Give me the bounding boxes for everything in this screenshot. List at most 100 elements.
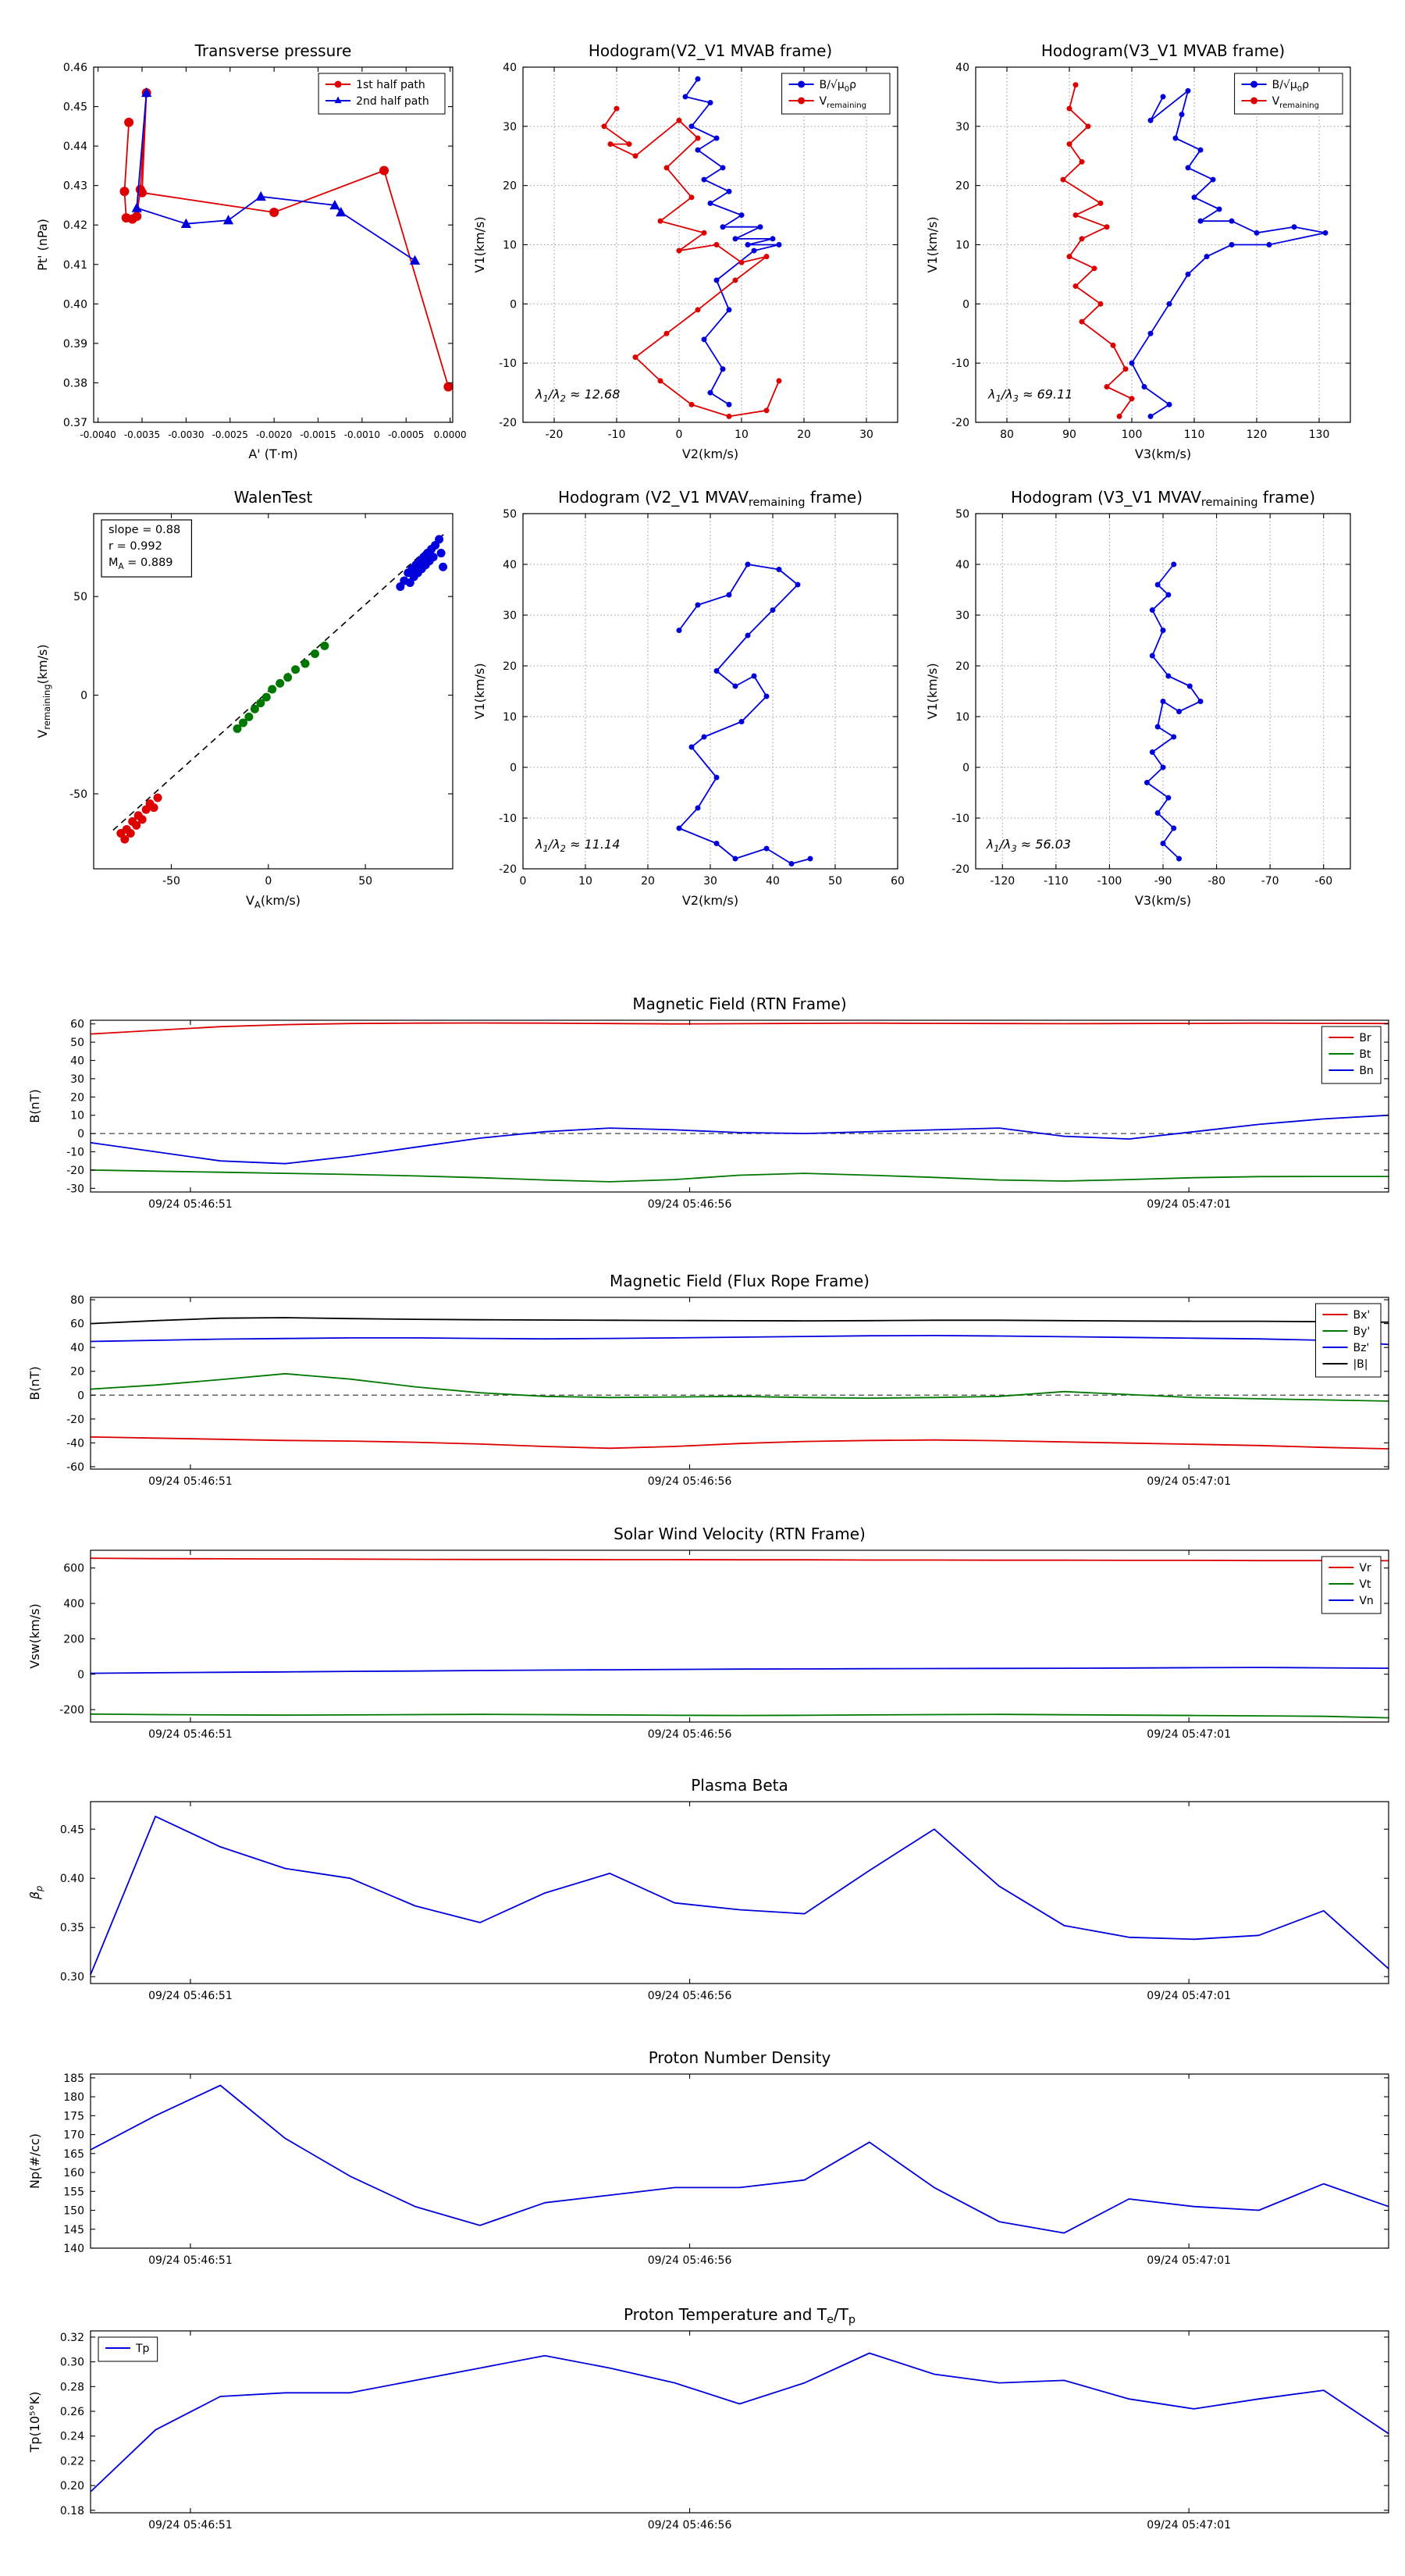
legend-label: Tp — [135, 2343, 150, 2355]
y-tick-label: 0.44 — [63, 141, 87, 153]
annotation: λ1/λ3 ≈ 69.11 — [987, 387, 1072, 404]
b-fr-svg: 09/24 05:46:51 09/24 05:46:56 09/24 05:47:… — [27, 1272, 1389, 1488]
y-tick-label: 0 — [77, 1669, 84, 1681]
stats-box-line: r = 0.992 — [108, 540, 162, 553]
chart-solar-wind-velocity: 09/24 05:46:51 09/24 05:46:56 09/24 05:47:… — [23, 1507, 1405, 1765]
y-tick-label: 200 — [63, 1633, 84, 1646]
y-axis-label: V1(km/s) — [925, 216, 940, 272]
legend-label: Bz' — [1353, 1342, 1369, 1354]
x-tick-label: -0.0015 — [300, 429, 336, 440]
x-tick-label: 09/24 05:46:51 — [148, 2254, 233, 2267]
legend — [98, 2336, 158, 2362]
beta-svg: 09/24 05:46:51 09/24 05:46:56 09/24 05:47:… — [27, 1776, 1389, 2002]
y-tick-label: -20 — [66, 1414, 84, 1426]
x-tick-label: 120 — [1247, 429, 1268, 441]
x-tick-label: -0.0025 — [212, 429, 248, 440]
x-axis-label: VA(km/s) — [246, 893, 301, 910]
legend-label: B/√μ0ρ — [1272, 79, 1310, 94]
y-tick-label: 0 — [510, 762, 517, 774]
y-tick-label: -20 — [499, 417, 517, 429]
legend-marker — [334, 80, 342, 88]
y-tick-label: 180 — [63, 2091, 84, 2104]
chart-title: Hodogram (V3_V1 MVAVremaining frame) — [1011, 488, 1315, 509]
x-tick-label: -80 — [1208, 875, 1225, 888]
y-tick-label: -10 — [499, 358, 517, 370]
x-tick-label: 80 — [1000, 429, 1014, 441]
chart-title: Solar Wind Velocity (RTN Frame) — [614, 1525, 866, 1543]
x-tick-label: 09/24 05:47:01 — [1147, 1990, 1231, 2002]
y-axis-label: V1(km/s) — [472, 663, 487, 719]
annotation: λ1/λ2 ≈ 11.14 — [535, 837, 620, 854]
y-tick-label: 30 — [70, 1073, 84, 1086]
y-axis-label: Tp(10⁵°K) — [27, 2392, 42, 2453]
chart-hodogram-v2v1-mvab: -20 -10 0 10 20 30 -20 -10 0 10 20 30 40 Hodogram(V2_… — [468, 31, 904, 470]
y-tick-label: 0.45 — [60, 1823, 84, 1836]
y-tick-label: 0 — [80, 690, 87, 703]
legend-label: Vn — [1359, 1595, 1373, 1607]
x-tick-label: -10 — [608, 429, 626, 441]
y-tick-label: 20 — [503, 660, 517, 673]
y-tick-label: 0.24 — [60, 2431, 84, 2443]
chart-hodogram-v3v1-mvav: -120 -110 -100 -90 -80 -70 -60 -20 -10 0 10 20 30 40 5… — [921, 478, 1357, 916]
y-tick-label: -30 — [66, 1183, 84, 1195]
x-axis-label: V2(km/s) — [682, 893, 738, 908]
legend-label: Vremaining — [1272, 95, 1319, 110]
x-tick-label: 09/24 05:46:56 — [648, 1728, 732, 1741]
y-tick-label: 0.20 — [60, 2480, 84, 2492]
x-tick-label: -0.0040 — [80, 429, 116, 440]
y-tick-label: 600 — [63, 1563, 84, 1575]
chart-walen-test: -50 0 50 -50 0 50 WalenTest VA(km/s) Vremaining(… — [31, 478, 467, 916]
y-tick-label: 0 — [77, 1389, 84, 1402]
x-tick-label: -0.0030 — [168, 429, 204, 440]
chart-title: Hodogram (V2_V1 MVAVremaining frame) — [558, 488, 863, 509]
y-tick-label: 0.30 — [60, 2357, 84, 2369]
x-tick-label: -120 — [990, 875, 1015, 888]
y-tick-label: 30 — [955, 610, 969, 622]
y-tick-label: 150 — [63, 2205, 84, 2218]
y-tick-label: -20 — [951, 863, 969, 876]
legend-label: |B| — [1353, 1358, 1368, 1371]
y-tick-label: -20 — [66, 1165, 84, 1177]
x-tick-label: 50 — [358, 875, 372, 888]
x-tick-label: 60 — [891, 875, 904, 888]
legend-label: Vt — [1359, 1578, 1371, 1591]
y-tick-label: 0.37 — [63, 417, 87, 429]
legend-marker — [798, 80, 806, 88]
y-tick-label: 80 — [70, 1294, 84, 1307]
y-tick-label: 0 — [77, 1128, 84, 1140]
y-tick-label: -10 — [66, 1147, 84, 1159]
chart-title: Transverse pressure — [194, 41, 352, 60]
x-tick-label: 130 — [1309, 429, 1330, 441]
x-tick-label: 09/24 05:46:56 — [648, 1198, 732, 1211]
y-tick-label: 155 — [63, 2186, 84, 2198]
x-axis-label: A' (T·m) — [248, 447, 297, 461]
y-tick-label: 0.40 — [60, 1873, 84, 1885]
x-tick-label: 09/24 05:46:56 — [648, 1990, 732, 2002]
x-tick-label: 09/24 05:47:01 — [1147, 1728, 1231, 1741]
y-tick-label: 0.43 — [63, 180, 87, 193]
legend-label: Bt — [1359, 1048, 1371, 1061]
y-tick-label: 170 — [63, 2129, 84, 2142]
x-tick-label: -90 — [1154, 875, 1172, 888]
x-tick-label: 10 — [735, 429, 749, 441]
y-axis-label: Vsw(km/s) — [27, 1603, 42, 1668]
y-axis-label: V1(km/s) — [925, 663, 940, 719]
legend-label: Br — [1359, 1032, 1371, 1044]
y-tick-label: 10 — [70, 1110, 84, 1123]
y-tick-label: 0.41 — [63, 259, 87, 272]
hod-v3v1-mvab-svg: 80 90 100 110 120 130 -20 -10 0 10 20 30 40 Hodogram(… — [925, 41, 1351, 461]
x-tick-label: 100 — [1122, 429, 1143, 441]
x-tick-label: 40 — [766, 875, 780, 888]
y-tick-label: -200 — [59, 1704, 84, 1717]
y-tick-label: 165 — [63, 2148, 84, 2161]
y-tick-label: 0.40 — [63, 298, 87, 311]
chart-plasma-beta: 09/24 05:46:51 09/24 05:46:56 09/24 05:47:… — [23, 1759, 1405, 2028]
y-tick-label: 0.46 — [63, 62, 87, 74]
y-tick-label: 50 — [73, 591, 87, 603]
x-tick-label: 09/24 05:46:51 — [148, 1728, 233, 1741]
y-tick-label: 20 — [70, 1366, 84, 1379]
x-tick-label: 09/24 05:46:56 — [648, 2519, 732, 2532]
x-tick-label: 0.0000 — [434, 429, 467, 440]
y-tick-label: 0 — [962, 762, 969, 774]
